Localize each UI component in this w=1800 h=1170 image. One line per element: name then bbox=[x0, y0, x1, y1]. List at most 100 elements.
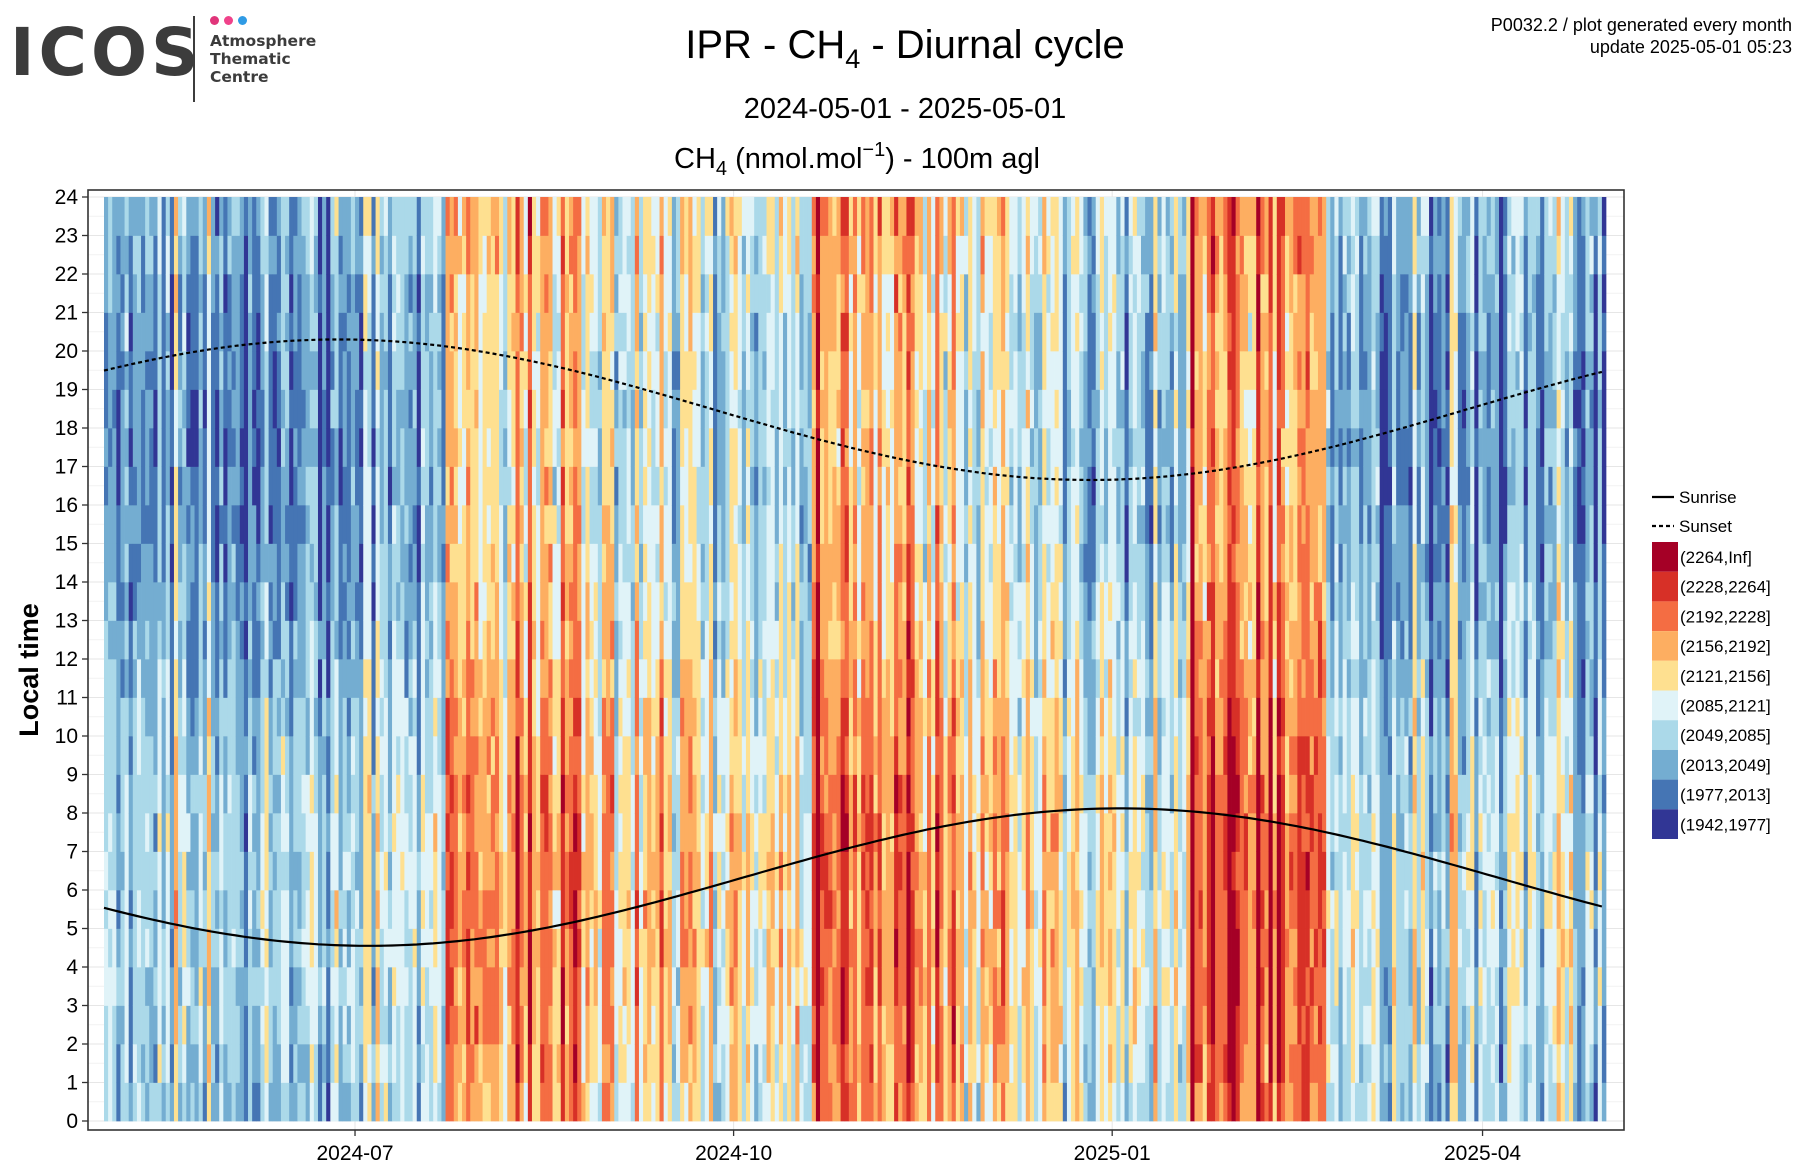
heatmap-cell bbox=[680, 428, 685, 467]
heatmap-cell bbox=[844, 967, 850, 1006]
heatmap-cell bbox=[894, 620, 899, 660]
heatmap-cell bbox=[499, 274, 504, 313]
heatmap-cell bbox=[680, 274, 685, 313]
heatmap-cell bbox=[585, 967, 590, 1006]
heatmap-cell bbox=[782, 697, 788, 737]
heatmap-cell bbox=[412, 389, 418, 429]
heatmap-cell bbox=[293, 620, 298, 660]
heatmap-cell bbox=[577, 197, 582, 236]
title-text: IPR - CH bbox=[685, 23, 845, 67]
heatmap-cell bbox=[540, 967, 545, 1006]
heatmap-cell bbox=[622, 274, 627, 313]
heatmap-cell bbox=[840, 1005, 846, 1045]
heatmap-cell bbox=[885, 1082, 891, 1122]
heatmap-cell bbox=[544, 505, 549, 544]
heatmap-cell bbox=[733, 659, 739, 698]
heatmap-cell bbox=[544, 235, 549, 275]
heatmap-cell bbox=[593, 1044, 599, 1083]
heatmap-cell bbox=[589, 659, 595, 698]
heatmap-cell bbox=[457, 582, 463, 621]
heatmap-cell bbox=[507, 620, 512, 660]
heatmap-cell bbox=[289, 466, 294, 506]
heatmap-cell bbox=[408, 697, 413, 737]
heatmap-cell bbox=[918, 659, 924, 698]
heatmap-cell bbox=[437, 428, 442, 467]
heatmap-cell bbox=[865, 235, 870, 275]
heatmap-cell bbox=[515, 1005, 520, 1045]
heatmap-cell bbox=[881, 1082, 887, 1122]
heatmap-cell bbox=[729, 312, 734, 352]
heatmap-cell bbox=[453, 351, 459, 390]
heatmap-cell bbox=[914, 235, 920, 275]
heatmap-cell bbox=[902, 274, 907, 313]
heatmap-cell bbox=[173, 774, 179, 814]
heatmap-cell bbox=[519, 466, 525, 506]
heatmap-cell bbox=[634, 274, 640, 313]
heatmap-cell bbox=[577, 967, 582, 1006]
heatmap-cell bbox=[680, 659, 685, 698]
heatmap-cell bbox=[276, 274, 282, 313]
heatmap-cell bbox=[190, 736, 195, 775]
heatmap-cell bbox=[659, 736, 664, 775]
heatmap-cell bbox=[622, 1005, 627, 1045]
heatmap-cell bbox=[317, 1082, 323, 1122]
heatmap-cell bbox=[396, 312, 401, 352]
heatmap-cell bbox=[585, 851, 590, 891]
heatmap-cell bbox=[647, 505, 652, 544]
heatmap-cell bbox=[910, 620, 916, 660]
heatmap-cell bbox=[922, 928, 928, 968]
heatmap-cell bbox=[186, 274, 191, 313]
heatmap-cell bbox=[717, 774, 722, 814]
heatmap-cell bbox=[424, 312, 430, 352]
heatmap-cell bbox=[264, 582, 269, 621]
heatmap-cell bbox=[309, 1005, 315, 1045]
heatmap-cell bbox=[494, 197, 500, 236]
logo-wordmark: ICOS bbox=[10, 14, 203, 91]
heatmap-cell bbox=[367, 659, 372, 698]
heatmap-cell bbox=[243, 851, 249, 891]
heatmap-cell bbox=[663, 697, 669, 737]
heatmap-cell bbox=[836, 235, 841, 275]
heatmap-cell bbox=[704, 774, 710, 814]
heatmap-cell bbox=[647, 851, 652, 891]
heatmap-cell bbox=[429, 890, 434, 929]
heatmap-cell bbox=[585, 890, 590, 929]
heatmap-cell bbox=[449, 1044, 455, 1083]
heatmap-cell bbox=[416, 389, 422, 429]
heatmap-cell bbox=[359, 967, 364, 1006]
heatmap-cell bbox=[355, 659, 360, 698]
heatmap-cell bbox=[104, 428, 109, 467]
heatmap-cell bbox=[453, 890, 459, 929]
heatmap-cell bbox=[910, 1005, 916, 1045]
heatmap-cell bbox=[569, 736, 574, 775]
heatmap-cell bbox=[400, 697, 405, 737]
heatmap-cell bbox=[618, 659, 623, 698]
heatmap-cell bbox=[556, 1044, 562, 1083]
logo-dot bbox=[224, 16, 233, 25]
heatmap-cell bbox=[272, 428, 278, 467]
heatmap-cell bbox=[811, 389, 817, 429]
heatmap-cell bbox=[614, 851, 619, 891]
heatmap-cell bbox=[601, 466, 607, 506]
heatmap-cell bbox=[379, 274, 385, 313]
heatmap-cell bbox=[675, 389, 681, 429]
heatmap-cell bbox=[713, 466, 718, 506]
heatmap-cell bbox=[770, 620, 776, 660]
heatmap-cell bbox=[824, 967, 829, 1006]
heatmap-cell bbox=[169, 774, 175, 814]
heatmap-cell bbox=[902, 389, 907, 429]
heatmap-cell bbox=[424, 389, 430, 429]
heatmap-cell bbox=[466, 235, 471, 275]
heatmap-cell bbox=[733, 890, 739, 929]
heatmap-cell bbox=[762, 1082, 767, 1122]
heatmap-cell bbox=[173, 582, 179, 621]
heatmap-cell bbox=[141, 505, 146, 544]
heatmap-cell bbox=[260, 351, 265, 390]
heatmap-cell bbox=[610, 543, 615, 583]
heatmap-cell bbox=[865, 697, 870, 737]
heatmap-cell bbox=[482, 466, 488, 506]
heatmap-cell bbox=[852, 312, 858, 352]
heatmap-cell bbox=[239, 620, 245, 660]
heatmap-cell bbox=[285, 659, 290, 698]
heatmap-cell bbox=[737, 967, 743, 1006]
